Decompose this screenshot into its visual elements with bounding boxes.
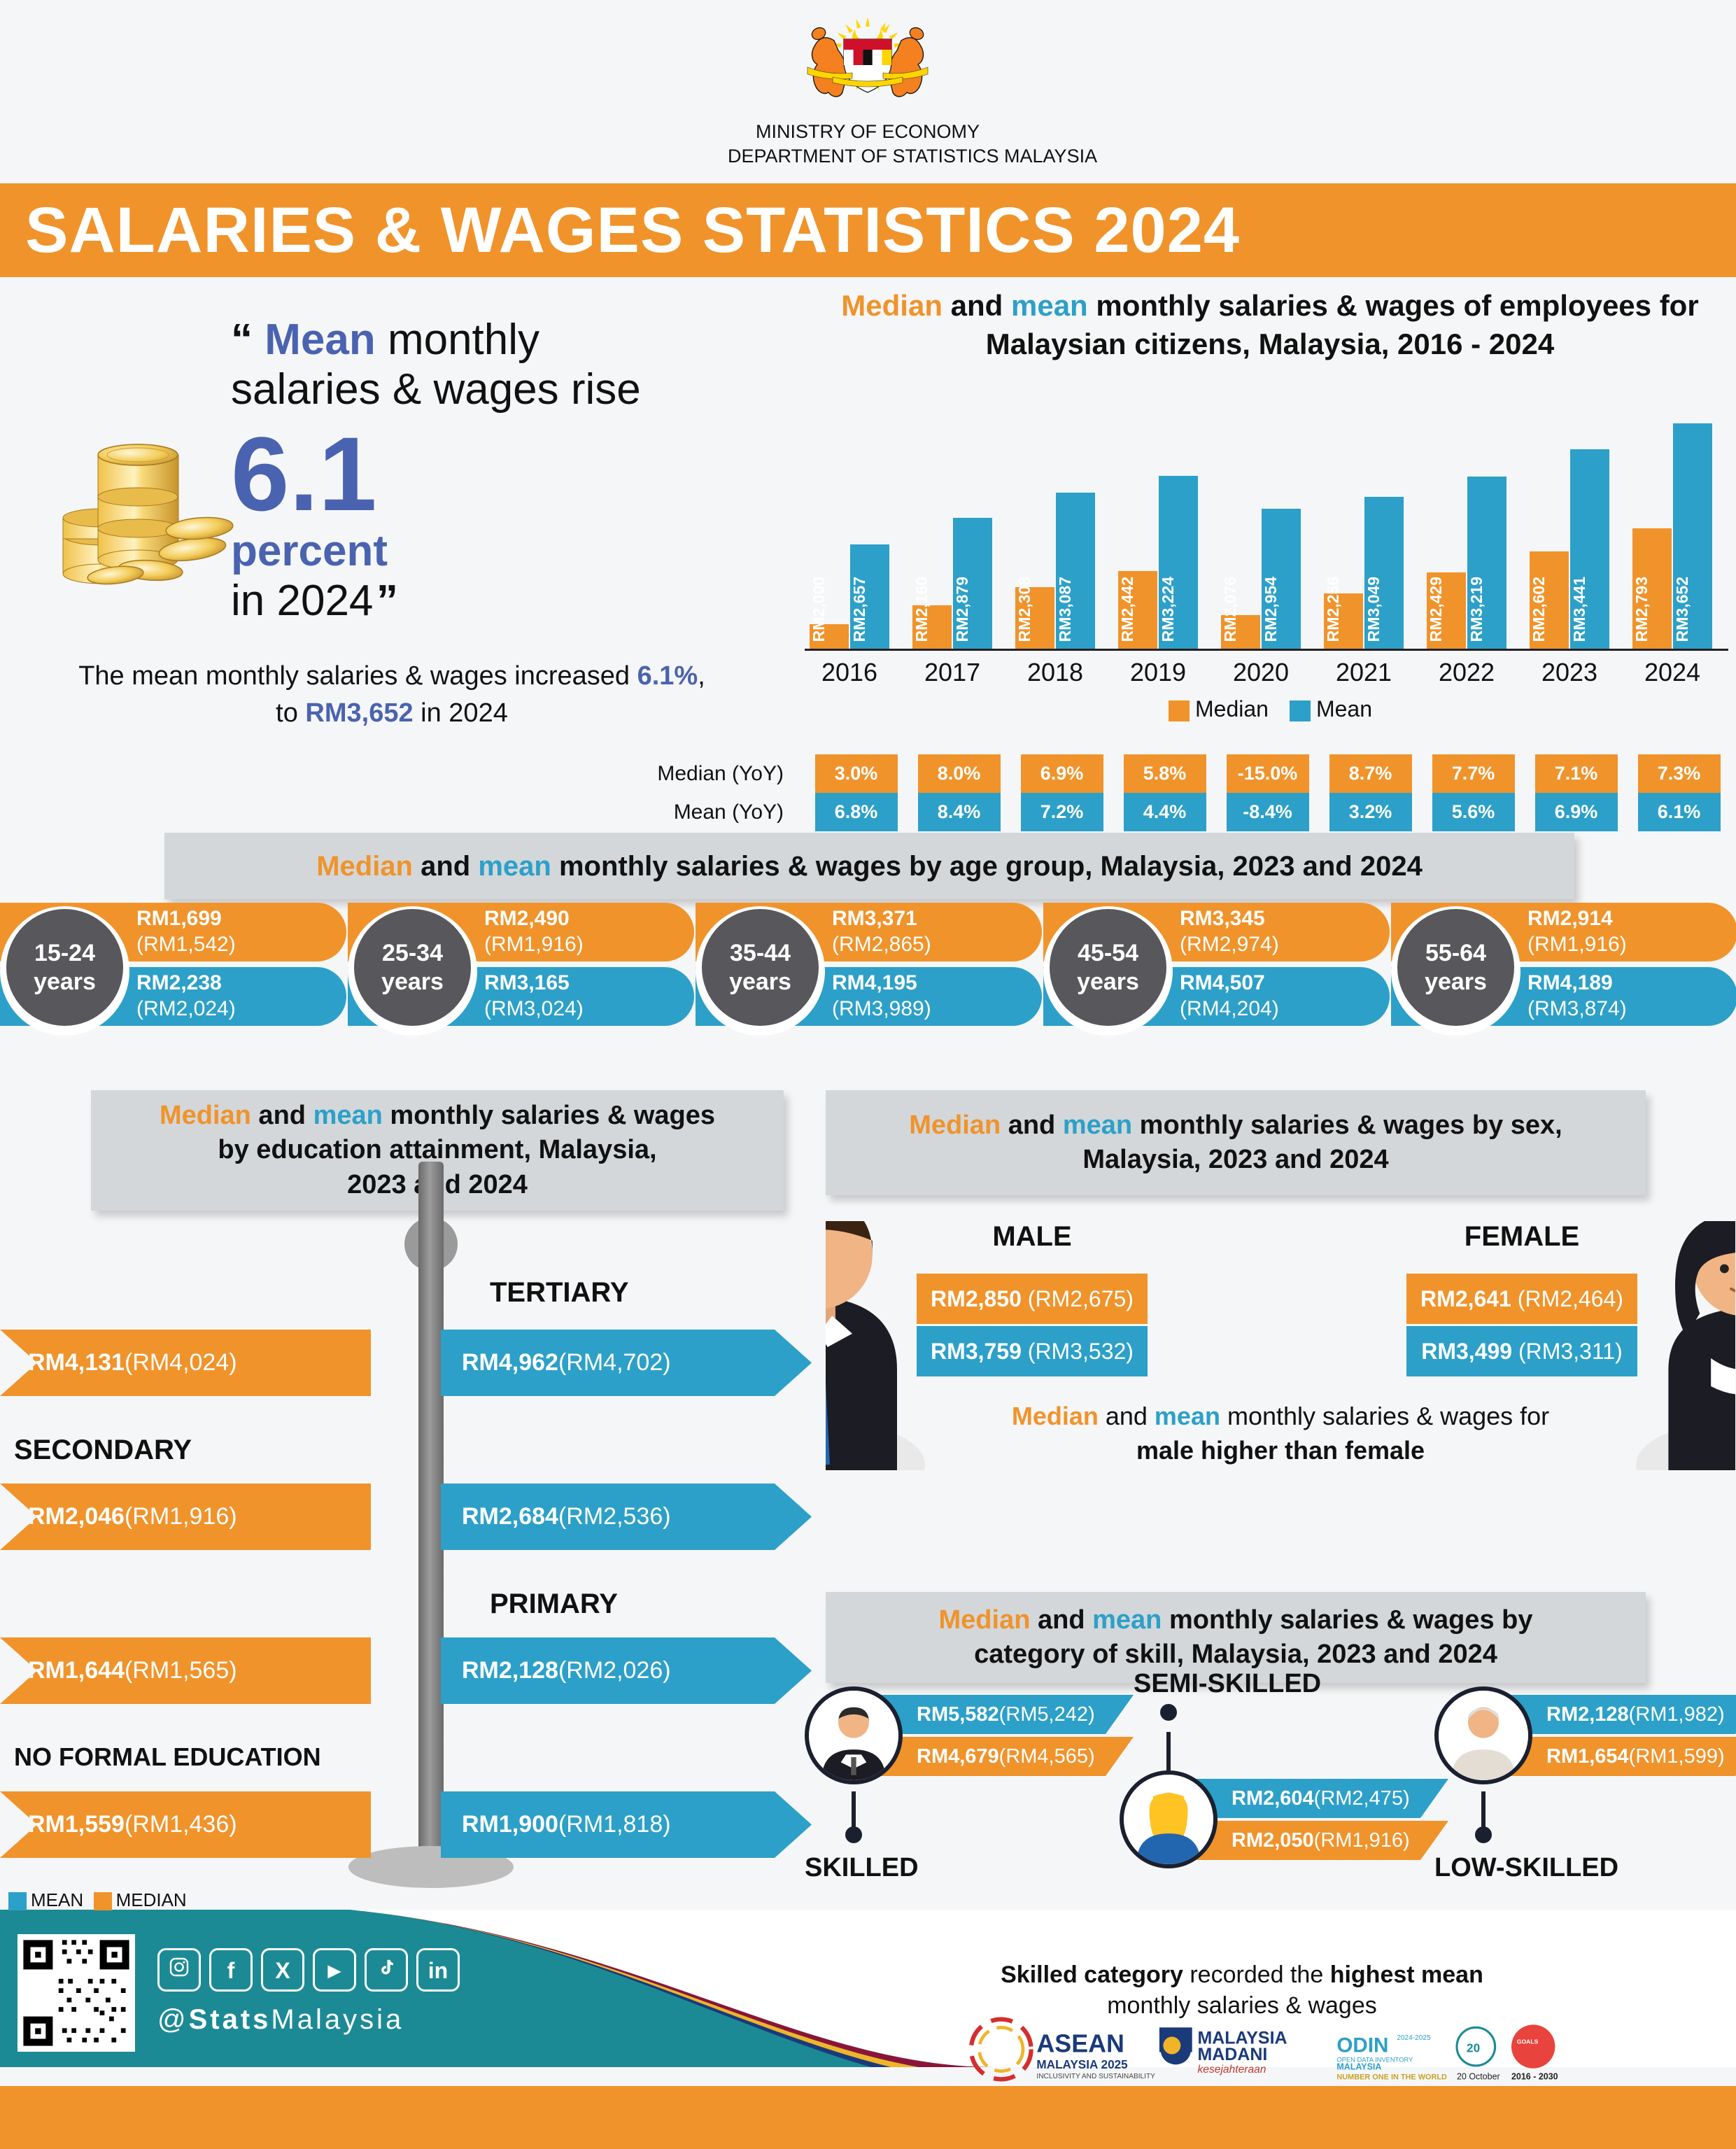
svg-text:20: 20 <box>1467 2041 1480 2055</box>
svg-text:2016 - 2030: 2016 - 2030 <box>1511 2071 1558 2081</box>
svg-text:20 October: 20 October <box>1457 2071 1500 2081</box>
svg-text:kesejahteraan: kesejahteraan <box>1198 2064 1266 2076</box>
svg-text:NUMBER ONE IN THE WORLD: NUMBER ONE IN THE WORLD <box>1336 2073 1447 2081</box>
svg-text:INCLUSIVITY AND SUSTAINABILITY: INCLUSIVITY AND SUSTAINABILITY <box>1036 2073 1155 2080</box>
svg-text:2024-2025: 2024-2025 <box>1397 2034 1431 2042</box>
svg-text:ASEAN: ASEAN <box>1036 2029 1124 2057</box>
svg-text:MALAYSIA 2025: MALAYSIA 2025 <box>1036 2057 1128 2071</box>
svg-text:ODIN: ODIN <box>1336 2034 1388 2057</box>
svg-text:MALAYSIA: MALAYSIA <box>1336 2062 1381 2071</box>
svg-text:GOALS: GOALS <box>1517 2038 1539 2045</box>
svg-text:MADANI: MADANI <box>1198 2045 1268 2064</box>
